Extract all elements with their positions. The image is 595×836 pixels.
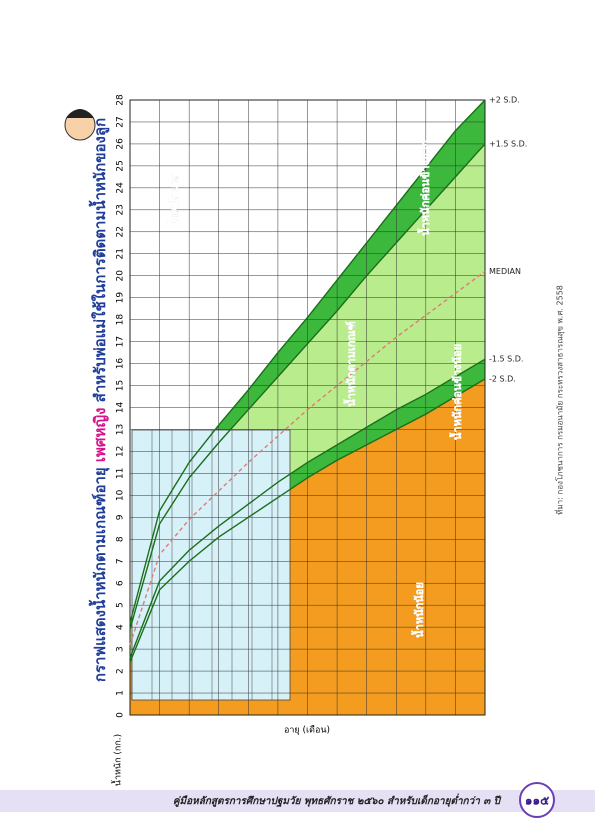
title-part: สำหรับพ่อแม่ใช้ในการติดตามน้ำหนักของลูก: [88, 118, 110, 408]
region-label: น้ำหนักน้อย: [411, 582, 426, 638]
series-label: MEDIAN: [489, 267, 521, 276]
series-label: +1.5 S.D.: [489, 139, 527, 148]
page-number: ๑๑๕: [525, 794, 549, 808]
y-tick-label: 23: [116, 204, 126, 215]
y-tick-label: 28: [116, 94, 126, 106]
y-tick-label: 18: [116, 314, 126, 326]
y-tick-label: 21: [116, 248, 126, 259]
series-line: [129, 270, 486, 645]
region-label: น้ำหนักตามเกณฑ์: [343, 321, 358, 406]
page-title: กราฟแสดงน้ำหนักตามเกณฑ์อายุ เพศหญิง สำหร…: [88, 118, 110, 682]
plot-frame: [129, 99, 486, 716]
y-tick-label: 25: [116, 160, 126, 171]
y-tick-label: 8: [116, 536, 126, 542]
y-tick-label: 24: [116, 182, 126, 194]
y-tick-label: 1: [116, 690, 126, 696]
source-note: ที่มา: กองโภชนาการ กรมอนามัย กระทรวงสาธา…: [554, 285, 565, 515]
y-tick-label: 27: [116, 116, 126, 127]
title-part: กราฟแสดงน้ำหนักตามเกณฑ์อายุ: [88, 462, 110, 682]
title-highlight: เพศหญิง: [91, 408, 109, 463]
footer-text: คู่มือหลักสูตรการศึกษาปฐมวัย พุทธศักราช …: [173, 793, 502, 808]
y-tick-label: 22: [116, 226, 126, 237]
y-tick-label: 12: [116, 446, 126, 457]
series-line: [129, 143, 486, 630]
y-tick-label: 7: [116, 558, 126, 564]
y-tick-label: 26: [116, 138, 126, 150]
y-tick-label: 19: [116, 292, 126, 304]
y-tick-label: 0: [116, 712, 126, 718]
region-label: น้ำหนักค่อนข้างมาก: [417, 140, 432, 236]
y-tick-label: 15: [116, 380, 126, 391]
series-line: [129, 358, 486, 659]
x-axis-title: อายุ (เดือน): [284, 725, 330, 736]
y-tick-label: 10: [116, 489, 126, 501]
y-axis-title: น้ำหนัก (กก.): [111, 734, 124, 786]
y-tick-label: 3: [116, 646, 126, 652]
series-line: [129, 99, 486, 623]
footer-band: [0, 790, 595, 812]
region-label: น้ำหนักมาก: [166, 172, 181, 228]
y-tick-label: 2: [116, 668, 126, 674]
y-tick-label: 20: [116, 270, 126, 282]
y-tick-label: 16: [116, 358, 126, 370]
plot: 0123456789101112131415161718192021222324…: [116, 94, 486, 718]
series-label: -1.5 S.D.: [489, 355, 523, 364]
series-label: -2 S.D.: [489, 374, 516, 383]
y-tick-label: 14: [116, 402, 126, 414]
y-tick-label: 5: [116, 602, 126, 608]
y-tick-label: 11: [116, 468, 126, 479]
y-tick-label: 6: [116, 580, 126, 586]
y-tick-label: 9: [116, 514, 126, 520]
y-tick-label: 4: [116, 624, 126, 630]
cartoon-hair: [66, 109, 94, 118]
region-label: น้ำหนักค่อนข้างน้อย: [449, 344, 464, 440]
region-band: [130, 359, 485, 663]
series-label: +2 S.D.: [489, 96, 520, 105]
record-table: [131, 429, 291, 701]
series-line: [129, 378, 486, 663]
y-tick-label: 13: [116, 424, 126, 435]
page-badge: [519, 782, 555, 818]
y-tick-label: 17: [116, 336, 126, 347]
